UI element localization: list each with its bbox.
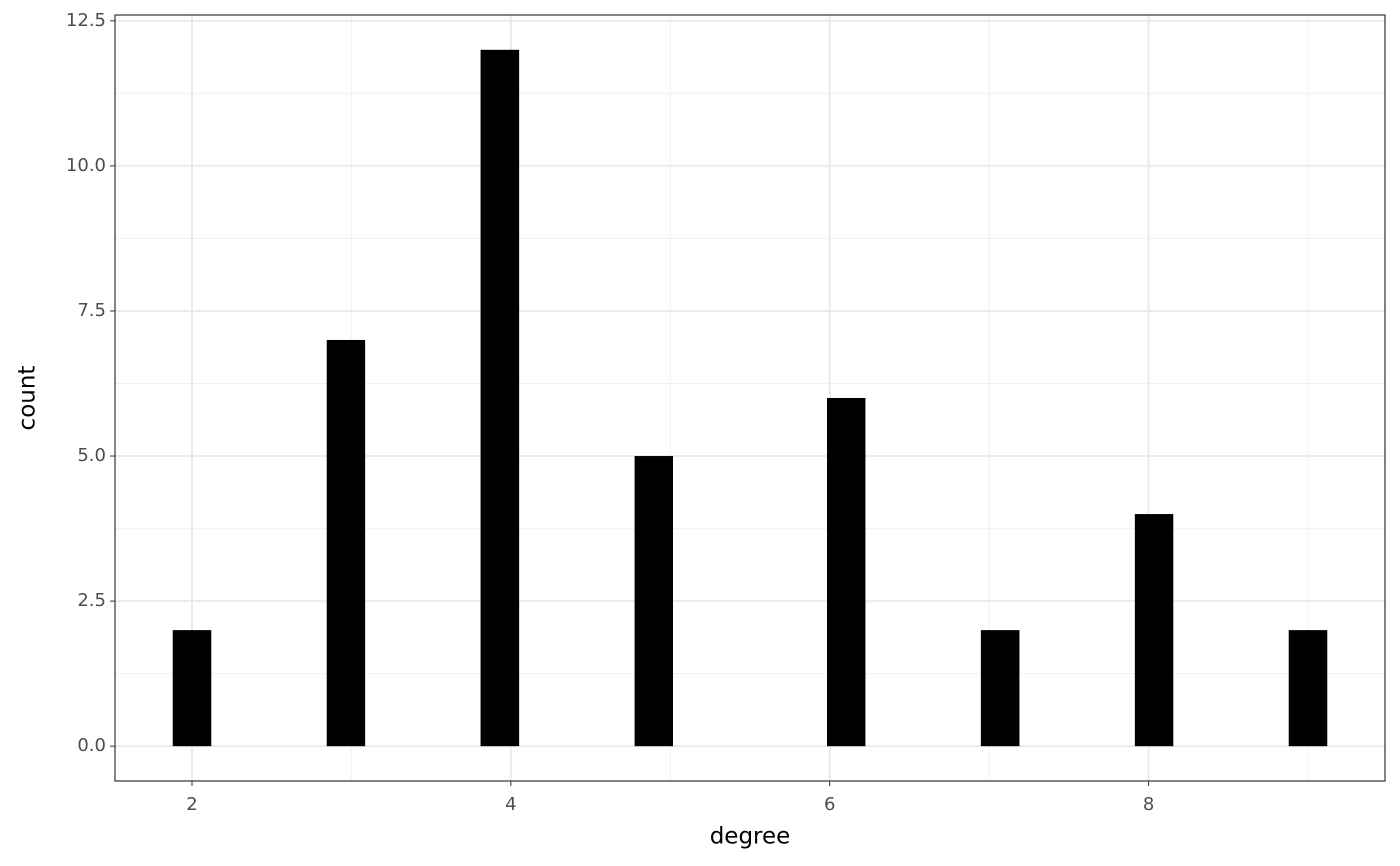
- bar: [480, 49, 520, 747]
- bar: [1134, 514, 1174, 747]
- bar: [326, 339, 366, 747]
- bar: [1288, 630, 1328, 747]
- y-tick-label: 12.5: [66, 10, 106, 31]
- bar: [634, 456, 673, 747]
- x-tick-label: 4: [505, 794, 516, 815]
- bar: [980, 630, 1020, 747]
- x-tick-label: 2: [186, 794, 197, 815]
- plot-border: [114, 14, 1386, 782]
- x-tick-label: 8: [1143, 794, 1154, 815]
- bar: [172, 630, 212, 747]
- y-tick-label: 10.0: [66, 155, 106, 176]
- y-tick-label: 2.5: [77, 590, 106, 611]
- y-axis-title: count: [15, 366, 41, 431]
- y-tick-label: 0.0: [77, 735, 106, 756]
- bar: [827, 398, 866, 747]
- x-axis-title: degree: [710, 824, 791, 850]
- y-tick-label: 7.5: [77, 300, 106, 321]
- y-tick-label: 5.0: [77, 445, 106, 466]
- x-tick-label: 6: [824, 794, 835, 815]
